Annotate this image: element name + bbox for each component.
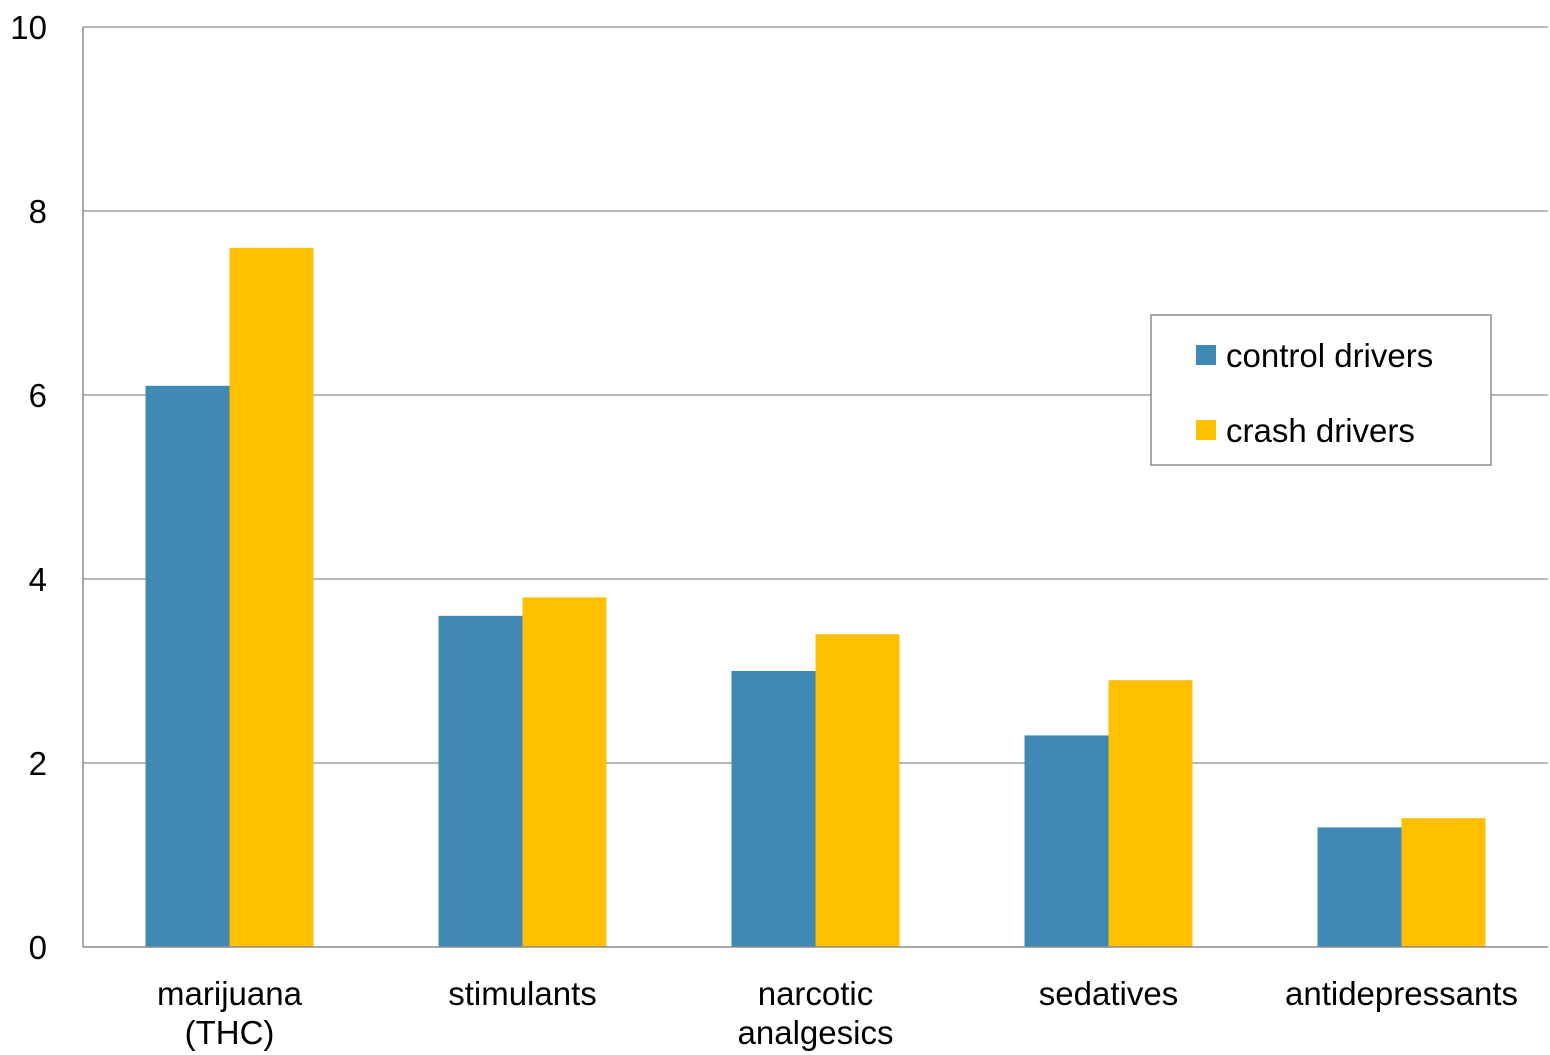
category-labels: marijuana(THC) stimulants narcoticanalgesi… — [157, 975, 1518, 1051]
x-category-label: narcotic — [758, 975, 874, 1012]
legend-swatch — [1196, 345, 1216, 365]
bar — [438, 615, 523, 947]
bar — [229, 247, 314, 948]
legend-swatch — [1196, 420, 1216, 440]
x-category-label: sedatives — [1039, 975, 1178, 1012]
x-category-label: marijuana — [157, 975, 303, 1012]
y-tick-label: 2 — [29, 745, 47, 782]
legend-label: crash drivers — [1226, 412, 1415, 449]
y-axis-tick-labels: 0 2 4 6 8 10 — [10, 9, 47, 966]
bar — [1401, 818, 1486, 947]
y-tick-label: 8 — [29, 193, 47, 230]
bar — [1024, 735, 1109, 947]
bar — [1108, 680, 1193, 947]
bar — [522, 597, 607, 947]
y-tick-label: 0 — [29, 929, 47, 966]
legend-label: control drivers — [1226, 337, 1433, 374]
x-category-label: stimulants — [448, 975, 597, 1012]
axes — [82, 27, 1548, 948]
legend: control drivers crash drivers — [1150, 314, 1492, 466]
x-category-label: (THC) — [185, 1014, 275, 1051]
bar — [145, 385, 230, 947]
y-tick-label: 10 — [10, 9, 47, 46]
x-category-label: analgesics — [738, 1014, 894, 1051]
x-category-label: antidepressants — [1285, 975, 1518, 1012]
bar — [1317, 827, 1402, 947]
grid-lines — [83, 26, 1548, 764]
y-tick-label: 6 — [29, 377, 47, 414]
bar — [815, 634, 900, 947]
bars — [145, 247, 1486, 948]
bar — [731, 671, 816, 947]
y-tick-label: 4 — [29, 561, 47, 598]
